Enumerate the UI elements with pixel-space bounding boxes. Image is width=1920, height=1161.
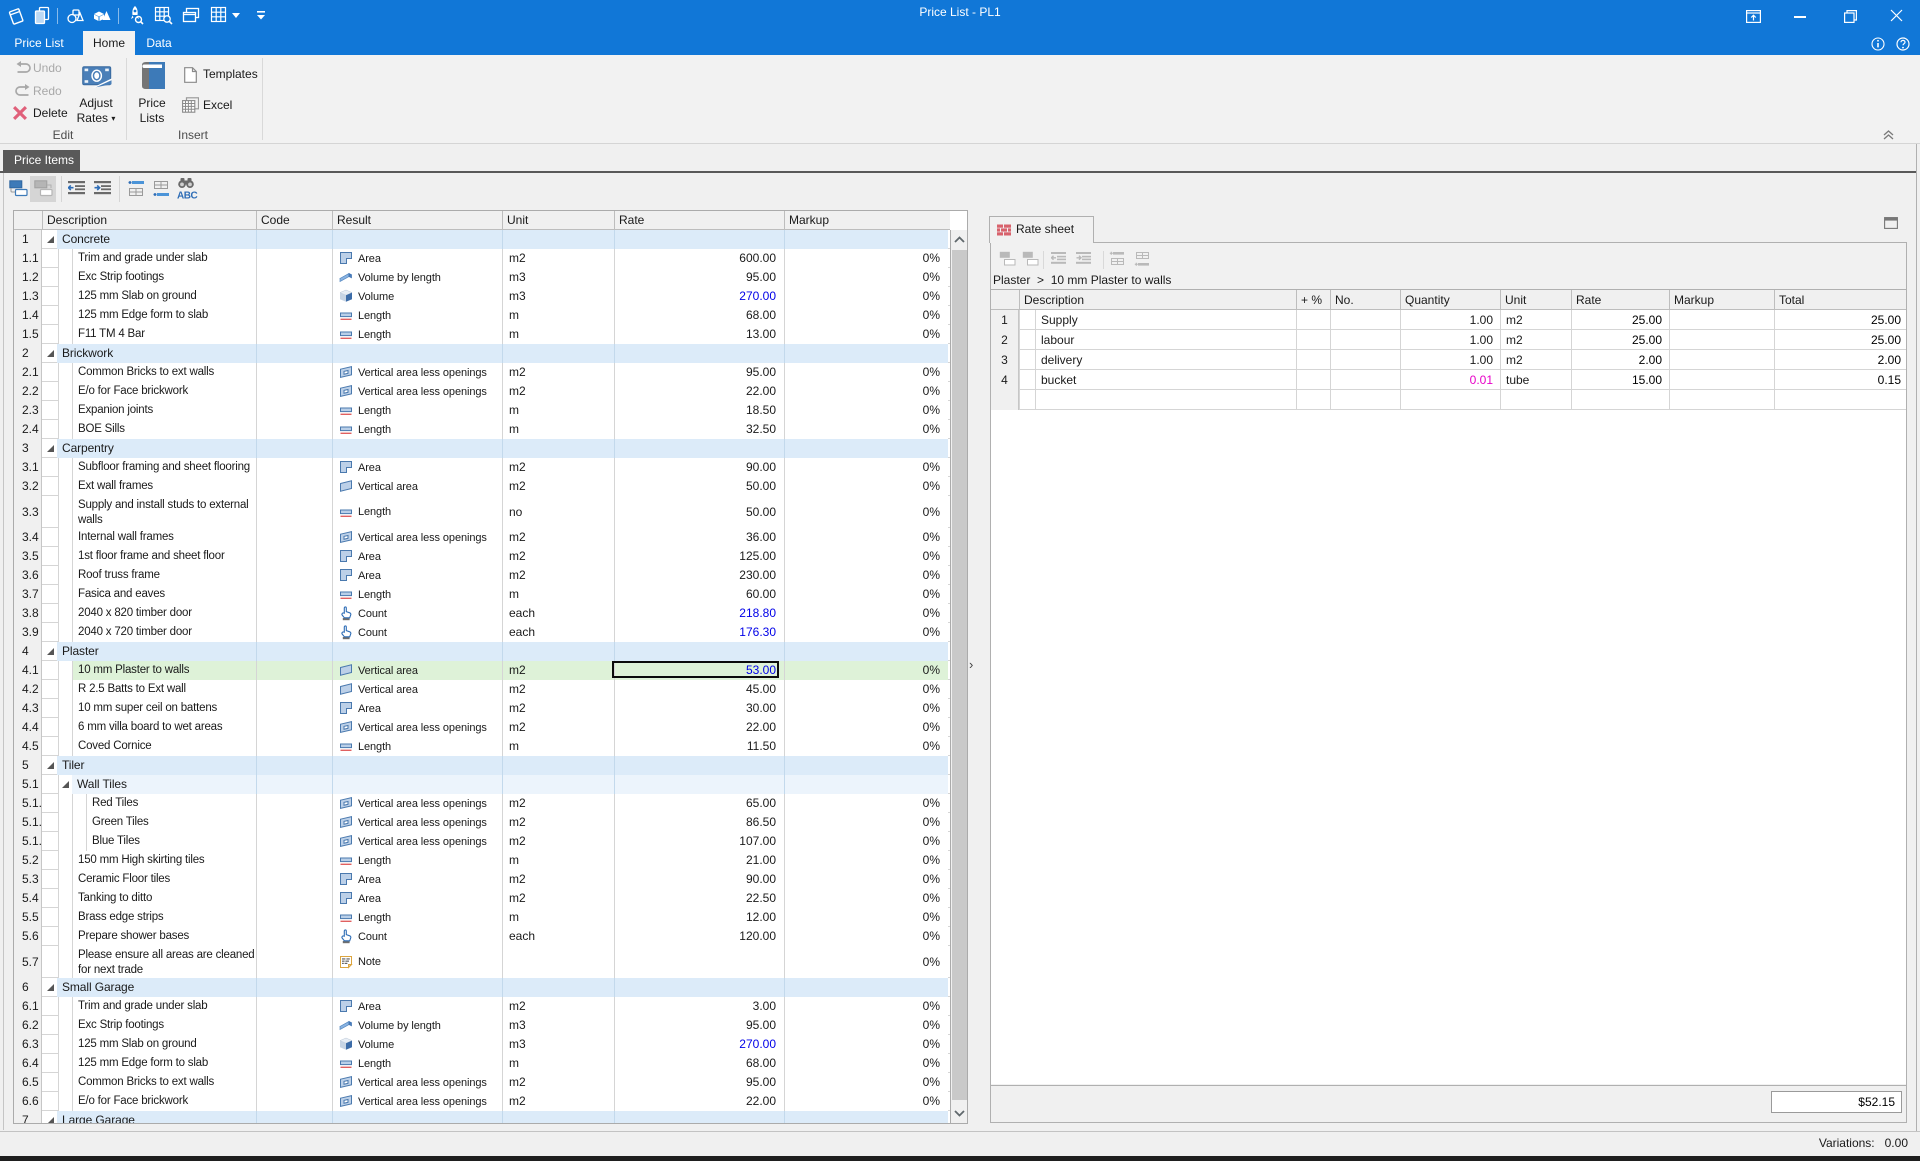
svg-text:ABC: ABC xyxy=(177,191,197,202)
